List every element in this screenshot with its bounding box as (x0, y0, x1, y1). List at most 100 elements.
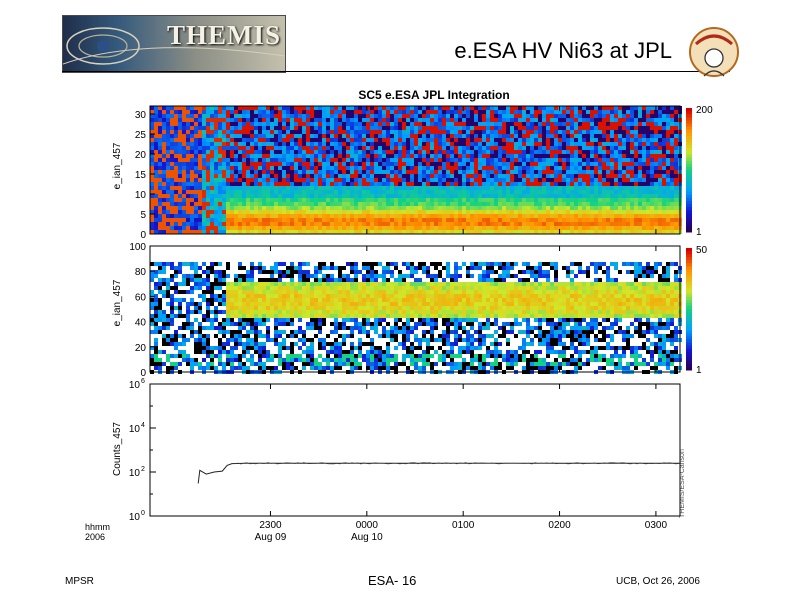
heatmap-cell (330, 150, 334, 154)
heatmap-cell (318, 162, 322, 166)
heatmap-cell (478, 134, 482, 138)
heatmap-cell (378, 106, 382, 110)
heatmap-cell (230, 154, 234, 158)
heatmap-cell (302, 158, 306, 162)
heatmap-cell (606, 114, 610, 118)
heatmap-cell (402, 206, 406, 210)
heatmap-cell (510, 218, 514, 222)
heatmap-cell (262, 126, 266, 130)
heatmap-cell (418, 114, 422, 118)
heatmap-cell (430, 162, 434, 166)
heatmap-cell (614, 134, 618, 138)
heatmap-cell (334, 222, 338, 226)
heatmap-cell (326, 218, 330, 222)
heatmap-cell (378, 150, 382, 154)
heatmap-cell (218, 262, 222, 266)
heatmap-cell (570, 182, 574, 186)
heatmap-cell (242, 158, 246, 162)
heatmap-cell (486, 222, 490, 226)
heatmap-cell (674, 182, 678, 186)
heatmap-cell (194, 262, 198, 266)
heatmap-cell (438, 106, 442, 110)
heatmap-cell (606, 226, 610, 230)
heatmap-cell (554, 222, 558, 226)
heatmap-cell (342, 166, 346, 170)
heatmap-cell (166, 358, 170, 362)
heatmap-cell (466, 162, 470, 166)
heatmap-cell (170, 158, 174, 162)
heatmap-cell (174, 170, 178, 174)
heatmap-cell (590, 118, 594, 122)
heatmap-cell (358, 134, 362, 138)
heatmap-cell (554, 154, 558, 158)
heatmap-cell (226, 350, 230, 354)
heatmap-cell (262, 182, 266, 186)
heatmap-cell (654, 150, 658, 154)
heatmap-cell (298, 126, 302, 130)
heatmap-cell (218, 206, 222, 210)
heatmap-cell (294, 122, 298, 126)
heatmap-cell (150, 218, 154, 222)
heatmap-cell (390, 118, 394, 122)
heatmap-cell (506, 106, 510, 110)
heatmap-cell (598, 130, 602, 134)
heatmap-cell (166, 110, 170, 114)
heatmap-cell (150, 254, 154, 258)
heatmap-cell (294, 210, 298, 214)
heatmap-cell (398, 146, 402, 150)
heatmap-cell (250, 206, 254, 210)
heatmap-cell (222, 310, 226, 314)
heatmap-cell (474, 150, 478, 154)
heatmap-cell (466, 198, 470, 202)
heatmap-cell (218, 282, 222, 286)
heatmap-cell (350, 134, 354, 138)
heatmap-cell (158, 278, 162, 282)
heatmap-cell (178, 294, 182, 298)
heatmap-cell (634, 186, 638, 190)
heatmap-cell (578, 130, 582, 134)
heatmap-cell (178, 130, 182, 134)
heatmap-cell (314, 226, 318, 230)
heatmap-cell (526, 146, 530, 150)
heatmap-cell (154, 186, 158, 190)
heatmap-cell (594, 174, 598, 178)
heatmap-cell (246, 126, 250, 130)
heatmap-cell (382, 106, 386, 110)
heatmap-cell (470, 122, 474, 126)
heatmap-cell (186, 298, 190, 302)
panel1-y-label: e_ian_457 (112, 142, 123, 189)
heatmap-cell (214, 250, 218, 254)
heatmap-cell (226, 254, 230, 258)
heatmap-cell (162, 310, 166, 314)
heatmap-cell (630, 142, 634, 146)
heatmap-cell (226, 282, 230, 286)
heatmap-cell (398, 154, 402, 158)
heatmap-cell (190, 130, 194, 134)
heatmap-cell (590, 170, 594, 174)
heatmap-cell (558, 166, 562, 170)
heatmap-cell (202, 186, 206, 190)
heatmap-cell (618, 226, 622, 230)
heatmap-cell (222, 174, 226, 178)
heatmap-cell (370, 198, 374, 202)
heatmap-cell (314, 122, 318, 126)
heatmap-cell (626, 170, 630, 174)
heatmap-cell (318, 134, 322, 138)
heatmap-cell (434, 142, 438, 146)
heatmap-cell (214, 274, 218, 278)
heatmap-cell (622, 210, 626, 214)
heatmap-cell (182, 110, 186, 114)
heatmap-cell (198, 214, 202, 218)
heatmap-cell (550, 114, 554, 118)
heatmap-cell (406, 206, 410, 210)
heatmap-cell (514, 206, 518, 210)
heatmap-cell (422, 114, 426, 118)
heatmap-cell (394, 186, 398, 190)
heatmap-cell (306, 138, 310, 142)
heatmap-cell (246, 110, 250, 114)
heatmap-cell (378, 174, 382, 178)
heatmap-cell (618, 110, 622, 114)
heatmap-cell (438, 134, 442, 138)
heatmap-cell (498, 166, 502, 170)
heatmap-cell (214, 358, 218, 362)
